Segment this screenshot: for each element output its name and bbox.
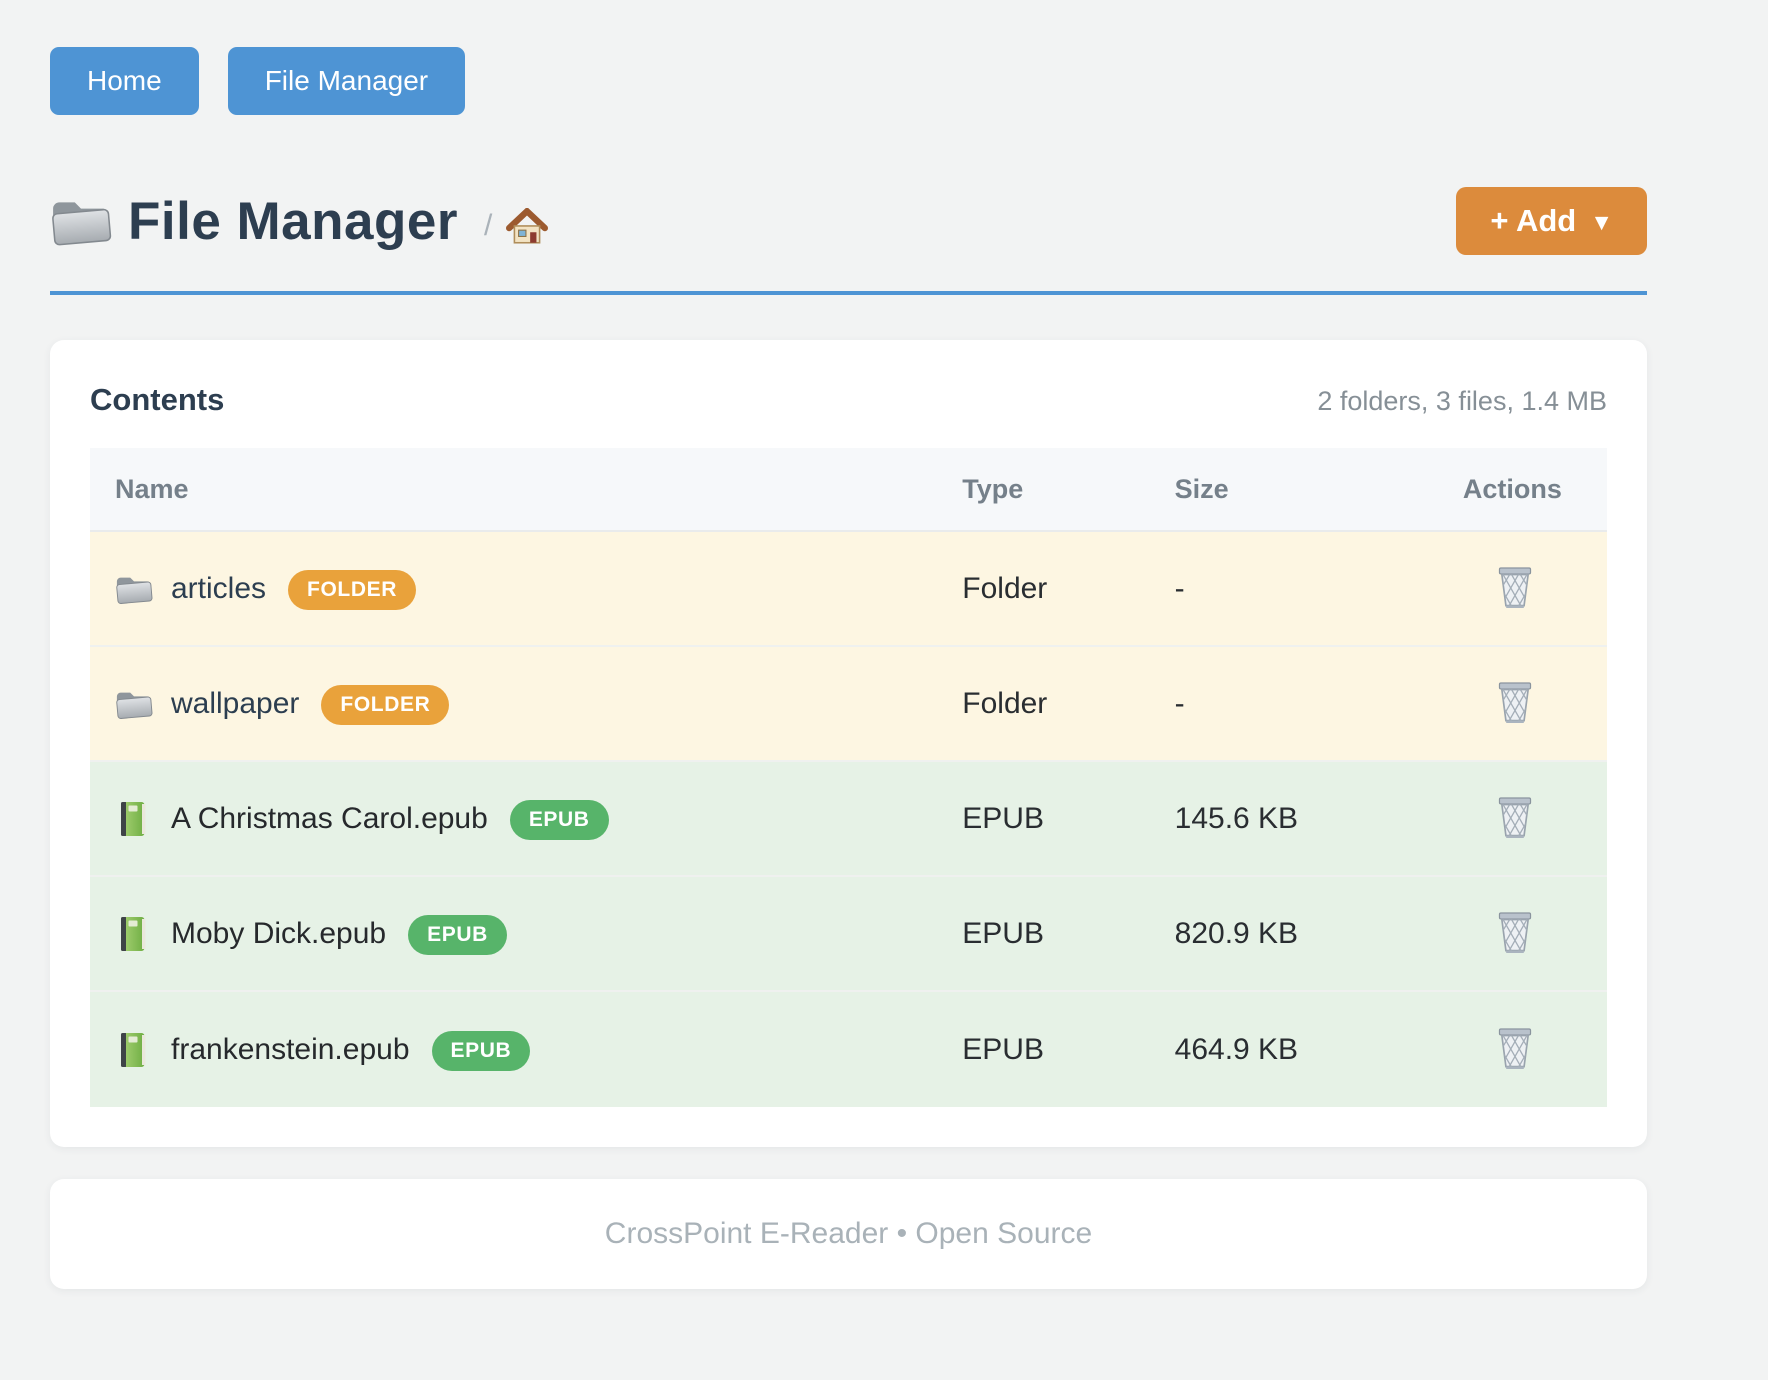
title-underline bbox=[50, 291, 1647, 295]
folder-icon bbox=[115, 685, 153, 723]
delete-button[interactable] bbox=[1491, 1022, 1539, 1073]
nav-buttons: Home File Manager bbox=[50, 47, 1647, 115]
column-header-size: Size bbox=[1174, 473, 1229, 504]
size-cell: 820.9 KB bbox=[1174, 916, 1299, 950]
actions-cell bbox=[1463, 791, 1607, 846]
page-header: File Manager / + Add ▼ bbox=[50, 187, 1647, 255]
page: Home File Manager File Manager / + Add ▼… bbox=[50, 47, 1647, 1289]
delete-button[interactable] bbox=[1491, 676, 1539, 727]
size-cell: - bbox=[1174, 571, 1185, 605]
size-cell: - bbox=[1174, 686, 1185, 720]
delete-button[interactable] bbox=[1491, 791, 1539, 842]
table-row: frankenstein.epub EPUB EPUB 464.9 KB bbox=[90, 992, 1607, 1107]
chevron-down-icon: ▼ bbox=[1590, 208, 1613, 235]
folder-icon bbox=[115, 570, 153, 608]
table-row: wallpaper FOLDER Folder - bbox=[90, 647, 1607, 762]
trash-icon bbox=[1495, 680, 1535, 723]
name-cell: A Christmas Carol.epub EPUB bbox=[90, 799, 962, 840]
type-badge: EPUB bbox=[408, 914, 507, 955]
type-badge: FOLDER bbox=[288, 569, 416, 610]
type-badge: FOLDER bbox=[321, 684, 450, 725]
table-row: articles FOLDER Folder - bbox=[90, 532, 1607, 647]
column-header-actions: Actions bbox=[1462, 473, 1562, 504]
size-cell: 464.9 KB bbox=[1174, 1032, 1299, 1066]
column-header-name: Name bbox=[115, 473, 189, 504]
folder-icon bbox=[50, 194, 112, 248]
file-name-link[interactable]: frankenstein.epub bbox=[171, 1032, 410, 1066]
add-button-label: + Add bbox=[1490, 203, 1577, 238]
actions-cell bbox=[1463, 1022, 1607, 1077]
type-cell: Folder bbox=[962, 686, 1048, 720]
name-cell: wallpaper FOLDER bbox=[90, 684, 962, 725]
type-badge: EPUB bbox=[509, 799, 609, 840]
page-title: File Manager bbox=[128, 191, 458, 251]
home-button[interactable]: Home bbox=[50, 47, 199, 115]
column-header-type: Type bbox=[962, 473, 1024, 504]
trash-icon bbox=[1495, 795, 1535, 838]
delete-button[interactable] bbox=[1491, 906, 1539, 957]
contents-summary: 2 folders, 3 files, 1.4 MB bbox=[1317, 386, 1607, 416]
size-cell: 145.6 KB bbox=[1174, 801, 1299, 835]
breadcrumb-separator: / bbox=[483, 209, 493, 242]
footer-card: CrossPoint E-Reader • Open Source bbox=[50, 1179, 1647, 1289]
book-icon bbox=[115, 1031, 153, 1069]
actions-cell bbox=[1463, 561, 1607, 616]
file-name-link[interactable]: wallpaper bbox=[171, 686, 300, 720]
contents-heading: Contents bbox=[90, 382, 225, 417]
home-icon[interactable] bbox=[506, 208, 548, 246]
file-manager-button[interactable]: File Manager bbox=[227, 47, 466, 115]
add-button[interactable]: + Add ▼ bbox=[1456, 187, 1647, 255]
type-cell: Folder bbox=[962, 571, 1048, 605]
table-header-row: Name Type Size Actions bbox=[90, 448, 1607, 532]
type-cell: EPUB bbox=[962, 916, 1044, 950]
trash-icon bbox=[1495, 565, 1535, 608]
file-table: Name Type Size Actions articles FOLDER F… bbox=[90, 448, 1607, 1107]
contents-header: Contents 2 folders, 3 files, 1.4 MB bbox=[90, 382, 1607, 418]
name-cell: Moby Dick.epub EPUB bbox=[90, 914, 962, 955]
book-icon bbox=[115, 800, 153, 838]
book-icon bbox=[115, 915, 153, 953]
type-cell: EPUB bbox=[962, 801, 1044, 835]
contents-card: Contents 2 folders, 3 files, 1.4 MB Name… bbox=[50, 340, 1647, 1147]
type-cell: EPUB bbox=[962, 1032, 1044, 1066]
actions-cell bbox=[1463, 906, 1607, 961]
table-body: articles FOLDER Folder - wallpaper FOLDE… bbox=[90, 532, 1607, 1107]
title-group: File Manager / bbox=[50, 191, 1456, 252]
footer-text: CrossPoint E-Reader • Open Source bbox=[604, 1217, 1093, 1250]
file-name-link[interactable]: A Christmas Carol.epub bbox=[171, 801, 488, 835]
table-row: Moby Dick.epub EPUB EPUB 820.9 KB bbox=[90, 877, 1607, 992]
type-badge: EPUB bbox=[431, 1030, 531, 1071]
actions-cell bbox=[1463, 676, 1607, 731]
name-cell: frankenstein.epub EPUB bbox=[90, 1030, 962, 1071]
trash-icon bbox=[1495, 910, 1535, 953]
table-row: A Christmas Carol.epub EPUB EPUB 145.6 K… bbox=[90, 762, 1607, 877]
file-name-link[interactable]: Moby Dick.epub bbox=[171, 916, 387, 950]
delete-button[interactable] bbox=[1491, 561, 1539, 612]
file-name-link[interactable]: articles bbox=[171, 571, 267, 605]
trash-icon bbox=[1495, 1026, 1535, 1069]
name-cell: articles FOLDER bbox=[90, 569, 962, 610]
